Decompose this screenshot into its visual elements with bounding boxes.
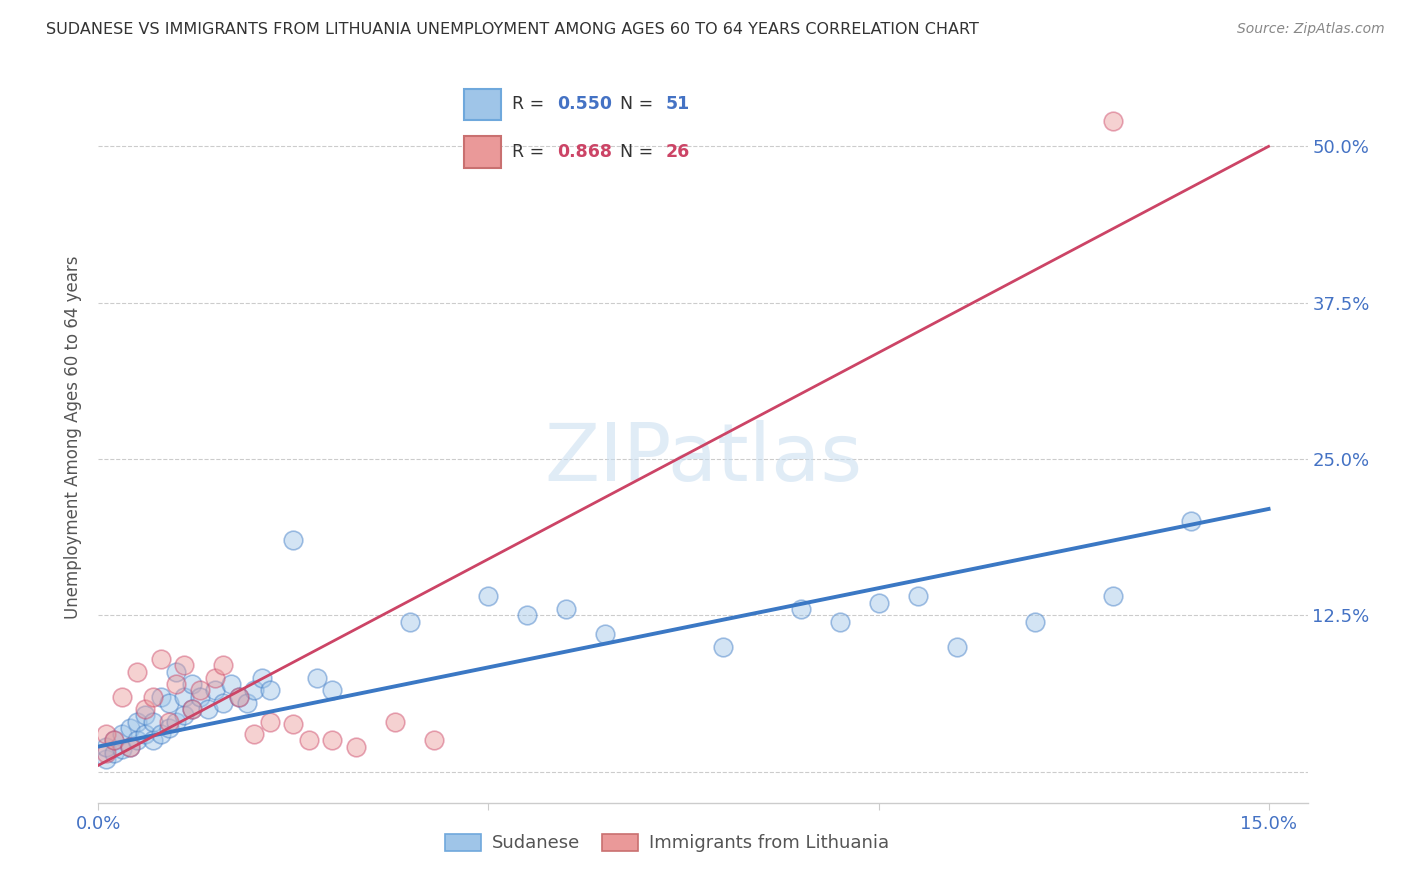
Point — [235, 696, 257, 710]
Point — [252, 671, 274, 685]
Point — [212, 658, 235, 673]
Point — [127, 733, 149, 747]
Point — [197, 702, 219, 716]
Point — [111, 690, 134, 704]
Point — [321, 733, 343, 747]
Point — [142, 733, 165, 747]
Point — [477, 590, 499, 604]
Point — [1101, 590, 1123, 604]
Point — [96, 746, 118, 760]
Point — [344, 739, 367, 754]
Point — [828, 615, 851, 629]
Point — [127, 665, 149, 679]
Point — [127, 714, 149, 729]
Point — [283, 717, 305, 731]
Point — [711, 640, 734, 654]
Point — [173, 690, 195, 704]
Point — [165, 677, 187, 691]
Legend: Sudanese, Immigrants from Lithuania: Sudanese, Immigrants from Lithuania — [437, 826, 896, 860]
Point — [283, 533, 305, 548]
Point — [1180, 515, 1202, 529]
Point — [212, 696, 235, 710]
Point — [173, 708, 195, 723]
Text: Source: ZipAtlas.com: Source: ZipAtlas.com — [1237, 22, 1385, 37]
Point — [868, 596, 890, 610]
Point — [789, 602, 811, 616]
Point — [149, 690, 172, 704]
Point — [103, 733, 125, 747]
Point — [259, 714, 281, 729]
Point — [149, 652, 172, 666]
Point — [149, 727, 172, 741]
Point — [228, 690, 250, 704]
Point — [142, 714, 165, 729]
Point — [243, 683, 266, 698]
Point — [1024, 615, 1046, 629]
Point — [516, 608, 538, 623]
Y-axis label: Unemployment Among Ages 60 to 64 years: Unemployment Among Ages 60 to 64 years — [65, 255, 83, 619]
Point — [259, 683, 281, 698]
Point — [204, 671, 226, 685]
Point — [181, 677, 204, 691]
Point — [103, 733, 125, 747]
Point — [157, 721, 180, 735]
Point — [243, 727, 266, 741]
Point — [907, 590, 929, 604]
Point — [595, 627, 617, 641]
Point — [96, 752, 118, 766]
Point — [165, 714, 187, 729]
Point — [157, 696, 180, 710]
Point — [228, 690, 250, 704]
Point — [134, 702, 156, 716]
Point — [157, 714, 180, 729]
Point — [118, 739, 141, 754]
Point — [219, 677, 242, 691]
Point — [103, 746, 125, 760]
Point — [134, 708, 156, 723]
Point — [165, 665, 187, 679]
Point — [111, 727, 134, 741]
Text: ZIPatlas: ZIPatlas — [544, 420, 862, 498]
Point — [181, 702, 204, 716]
Point — [188, 690, 211, 704]
Point — [204, 683, 226, 698]
Point — [298, 733, 321, 747]
Point — [1101, 114, 1123, 128]
Point — [96, 727, 118, 741]
Point — [305, 671, 328, 685]
Point — [96, 739, 118, 754]
Point — [399, 615, 422, 629]
Point — [118, 739, 141, 754]
Point — [134, 727, 156, 741]
Point — [945, 640, 967, 654]
Point — [555, 602, 578, 616]
Point — [181, 702, 204, 716]
Point — [384, 714, 406, 729]
Point — [188, 683, 211, 698]
Point — [321, 683, 343, 698]
Point — [118, 721, 141, 735]
Text: SUDANESE VS IMMIGRANTS FROM LITHUANIA UNEMPLOYMENT AMONG AGES 60 TO 64 YEARS COR: SUDANESE VS IMMIGRANTS FROM LITHUANIA UN… — [46, 22, 979, 37]
Point — [142, 690, 165, 704]
Point — [111, 742, 134, 756]
Point — [173, 658, 195, 673]
Point — [423, 733, 446, 747]
